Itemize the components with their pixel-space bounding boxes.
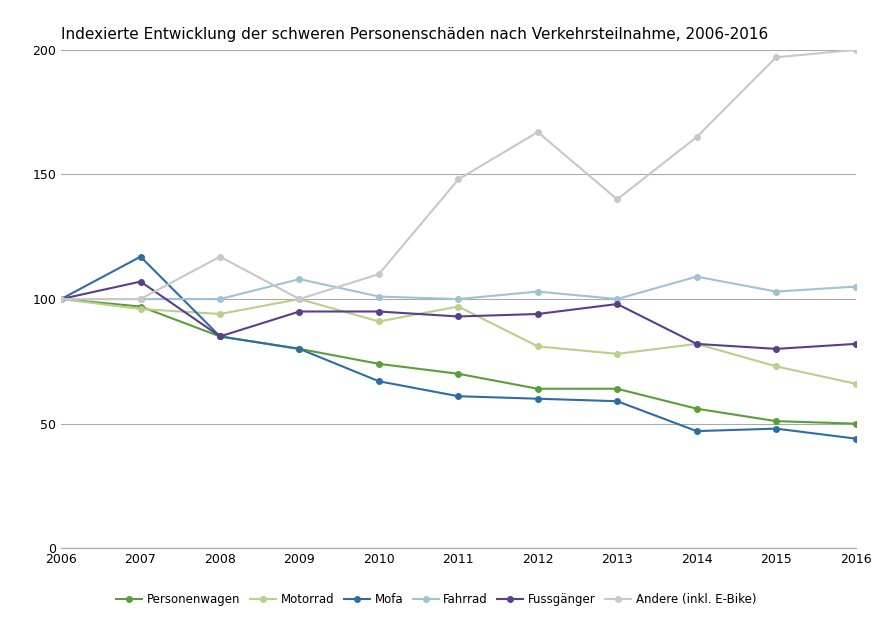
Personenwagen [453,370,464,378]
Andere (inkl. E-Bike) [691,133,702,141]
Fussgänger [453,313,464,320]
Fahrrad [850,283,861,290]
Mofa [374,378,384,385]
Mofa [850,435,861,442]
Fahrrad [294,275,305,283]
Line: Fahrrad: Fahrrad [58,274,858,302]
Fahrrad [771,288,781,295]
Line: Andere (inkl. E-Bike): Andere (inkl. E-Bike) [58,47,858,302]
Fahrrad [453,295,464,303]
Line: Mofa: Mofa [58,254,858,441]
Mofa [691,427,702,435]
Fussgänger [612,300,622,308]
Fahrrad [691,273,702,280]
Fahrrad [612,295,622,303]
Fussgänger [135,278,146,285]
Andere (inkl. E-Bike) [294,295,305,303]
Motorrad [56,295,66,303]
Line: Motorrad: Motorrad [58,297,858,386]
Fussgänger [294,308,305,315]
Line: Fussgänger: Fussgänger [58,279,858,351]
Andere (inkl. E-Bike) [850,46,861,54]
Mofa [56,295,66,303]
Fahrrad [56,295,66,303]
Mofa [135,253,146,260]
Andere (inkl. E-Bike) [771,54,781,61]
Personenwagen [691,405,702,412]
Mofa [771,425,781,432]
Fahrrad [215,295,225,303]
Personenwagen [533,385,543,392]
Fussgänger [215,333,225,340]
Personenwagen [56,295,66,303]
Mofa [215,333,225,340]
Personenwagen [850,420,861,427]
Mofa [533,395,543,402]
Motorrad [135,305,146,313]
Andere (inkl. E-Bike) [56,295,66,303]
Fussgänger [533,310,543,318]
Fussgänger [374,308,384,315]
Andere (inkl. E-Bike) [135,295,146,303]
Personenwagen [135,303,146,310]
Motorrad [612,350,622,358]
Fahrrad [533,288,543,295]
Fussgänger [56,295,66,303]
Motorrad [215,310,225,318]
Andere (inkl. E-Bike) [533,128,543,136]
Line: Personenwagen: Personenwagen [58,297,858,426]
Motorrad [533,343,543,350]
Motorrad [453,303,464,310]
Personenwagen [612,385,622,392]
Fussgänger [771,345,781,353]
Motorrad [691,340,702,348]
Motorrad [294,295,305,303]
Mofa [453,392,464,400]
Personenwagen [215,333,225,340]
Mofa [612,397,622,405]
Legend: Personenwagen, Motorrad, Mofa, Fahrrad, Fussgänger, Andere (inkl. E-Bike): Personenwagen, Motorrad, Mofa, Fahrrad, … [112,588,761,611]
Fussgänger [691,340,702,348]
Motorrad [850,380,861,388]
Personenwagen [771,417,781,425]
Andere (inkl. E-Bike) [374,270,384,278]
Fussgänger [850,340,861,348]
Text: Indexierte Entwicklung der schweren Personenschäden nach Verkehrsteilnahme, 2006: Indexierte Entwicklung der schweren Pers… [61,27,768,42]
Andere (inkl. E-Bike) [612,196,622,203]
Andere (inkl. E-Bike) [215,253,225,260]
Personenwagen [374,360,384,368]
Motorrad [771,363,781,370]
Motorrad [374,318,384,325]
Personenwagen [294,345,305,353]
Fahrrad [135,295,146,303]
Mofa [294,345,305,353]
Andere (inkl. E-Bike) [453,176,464,183]
Fahrrad [374,293,384,300]
